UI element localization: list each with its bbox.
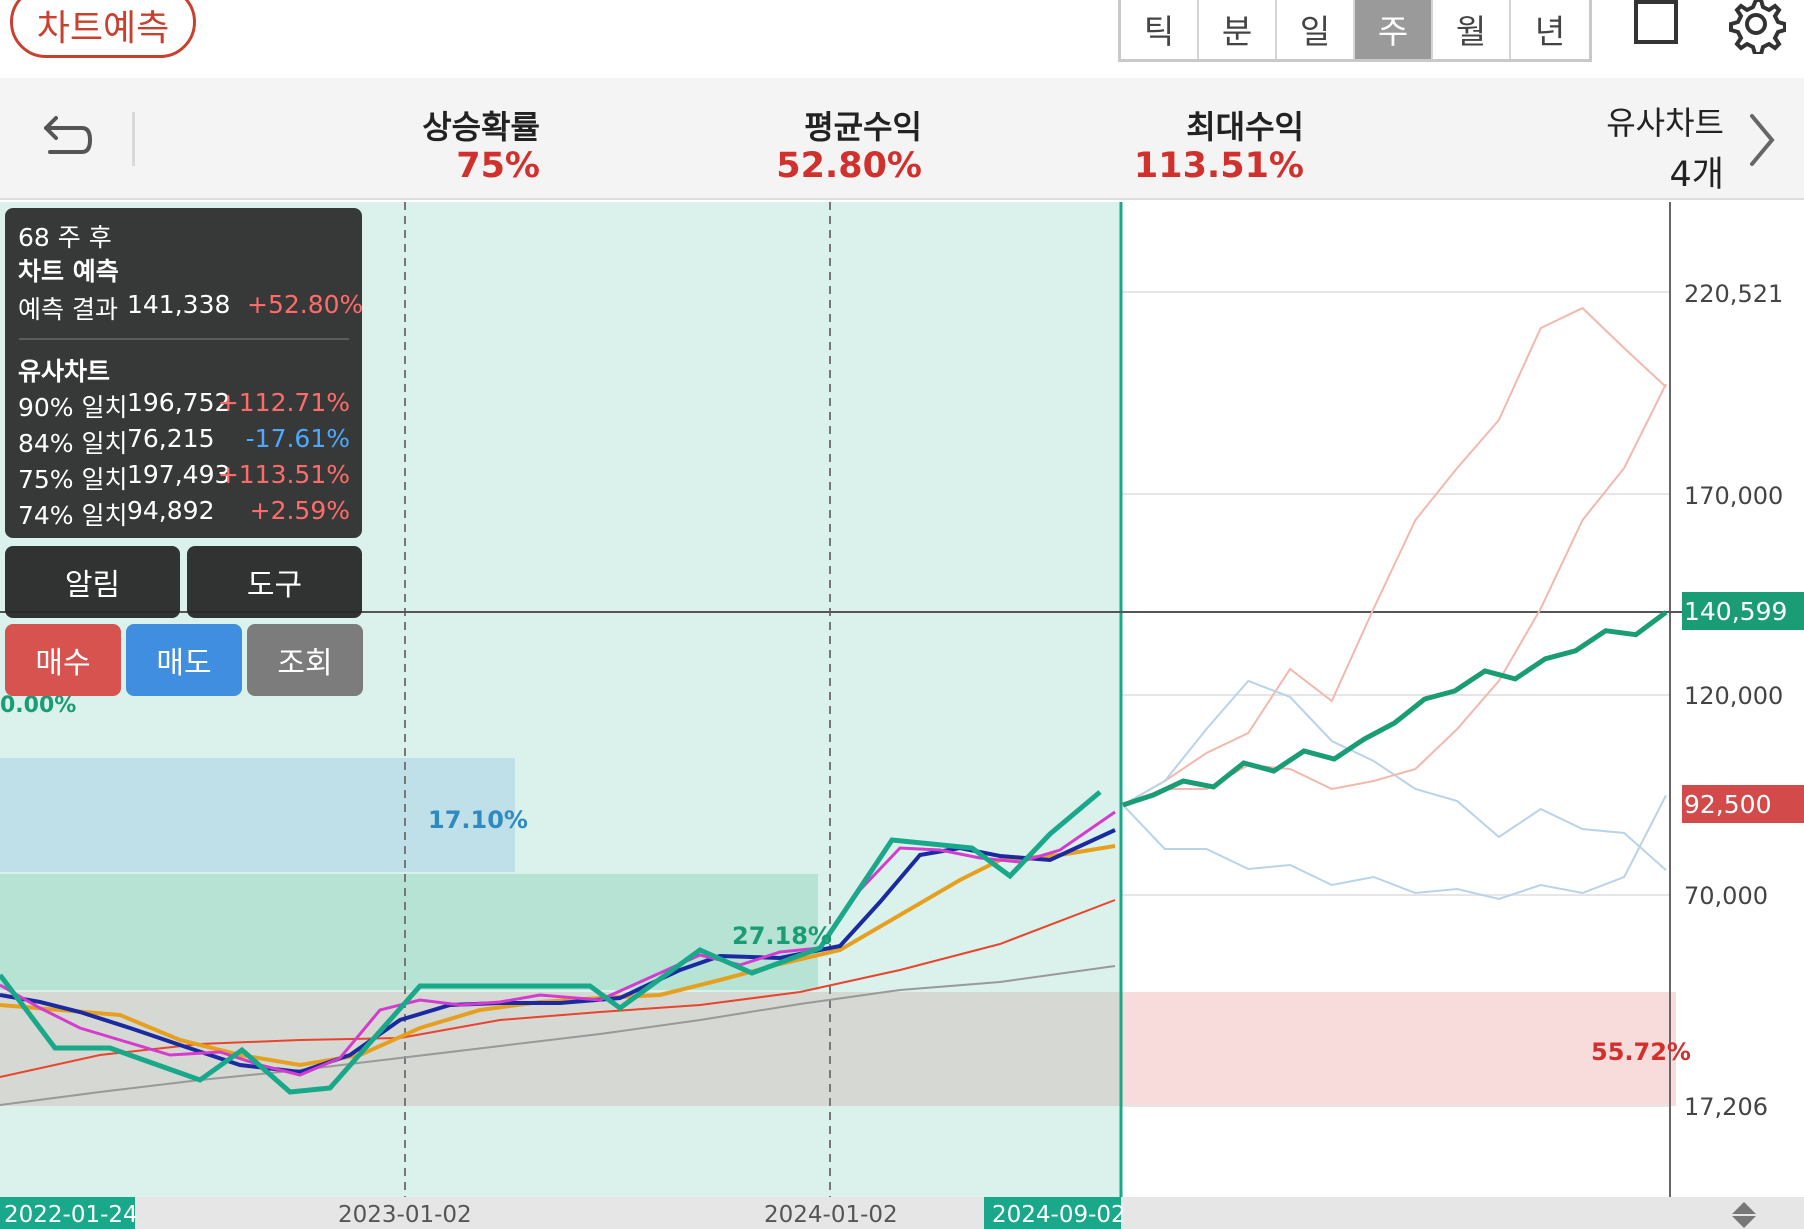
tab-week[interactable]: 주 [1355, 0, 1433, 59]
zone-label-green: 27.18% [732, 922, 832, 950]
rise-probability-value: 75% [456, 146, 540, 186]
similar-row-match: 90% 일치 [18, 393, 128, 422]
panel-result-change: +52.80% [247, 290, 364, 319]
undo-icon[interactable] [36, 110, 96, 170]
panel-title: 차트 예측 [18, 257, 119, 286]
sell-button[interactable]: 매도 [126, 624, 242, 696]
top-bar [0, 0, 1804, 75]
avg-return-label: 평균수익 [804, 108, 922, 146]
similar-series-line [1122, 306, 1667, 806]
axis-resize-icon[interactable] [1732, 1202, 1756, 1228]
panel-period: 68 주 후 [18, 223, 112, 252]
zone-box-red [1121, 992, 1676, 1106]
rise-probability-label: 상승확률 [422, 108, 540, 146]
predicted-price-label: 140,599 [1684, 597, 1787, 626]
similar-row-match: 74% 일치 [18, 501, 128, 530]
chevron-right-icon[interactable] [1742, 108, 1782, 172]
tab-day[interactable]: 일 [1277, 0, 1355, 59]
tab-month[interactable]: 월 [1433, 0, 1511, 59]
y-tick: 120,000 [1684, 682, 1783, 710]
predicted-price-badge [1682, 592, 1804, 630]
period-tabs: 틱 분 일 주 월 년 [1118, 0, 1592, 62]
avg-return-value: 52.80% [776, 146, 922, 186]
similar-row-change: +113.51% [217, 460, 350, 489]
zone-label-blue: 17.10% [428, 806, 528, 834]
tab-minute[interactable]: 분 [1199, 0, 1277, 59]
current-price-label: 92,500 [1684, 790, 1771, 819]
zone-label-red: 55.72% [1591, 1038, 1691, 1066]
y-tick: 170,000 [1684, 482, 1783, 510]
ma-120-line [0, 965, 1116, 1106]
similar-row-price: 197,493 [127, 460, 231, 489]
zone-box-gray [0, 992, 1121, 1106]
y-axis-band [1670, 202, 1804, 1197]
similar-chart-label[interactable]: 유사차트 [1606, 104, 1724, 142]
ma-10-line [0, 828, 1116, 1075]
similar-series-line [1122, 794, 1667, 901]
ma-20-line [0, 844, 1116, 1068]
stats-bar [0, 78, 1804, 200]
similar-row-price: 94,892 [127, 496, 215, 525]
x-label-start-badge [0, 1197, 135, 1229]
panel-result-label: 예측 결과 [18, 295, 118, 324]
ma-5-line [0, 810, 1116, 1077]
x-axis-band [0, 1197, 1804, 1229]
gear-icon[interactable] [1726, 0, 1786, 54]
tab-year[interactable]: 년 [1534, 12, 1566, 51]
zone-box-green [0, 874, 818, 990]
y-tick: 17,206 [1684, 1093, 1768, 1121]
x-label-2023: 2023-01-02 [338, 1202, 472, 1228]
stats-divider [132, 112, 135, 166]
pattern-line [0, 790, 1102, 1095]
buy-button[interactable]: 매수 [5, 624, 121, 696]
panel-similar-title: 유사차트 [18, 357, 111, 386]
y-tick: 220,521 [1684, 280, 1783, 308]
similar-row-price: 196,752 [127, 388, 231, 417]
similar-row-match: 84% 일치 [18, 429, 128, 458]
similar-chart-count[interactable]: 4개 [1669, 155, 1724, 195]
similar-row-price: 76,215 [127, 424, 215, 453]
alert-button[interactable]: 알림 [5, 546, 180, 618]
chart-forecast-button[interactable]: 차트예측 [10, 0, 196, 58]
forecast-line [1122, 610, 1668, 808]
x-label-end: 2024-09-02 [992, 1202, 1126, 1228]
zone-label-hidden: 0.00% [0, 693, 76, 718]
x-label-end-badge [984, 1197, 1121, 1229]
x-label-start: 2022-01-24 [4, 1202, 138, 1228]
query-button[interactable]: 조회 [247, 624, 363, 696]
similar-row-change: -17.61% [245, 424, 350, 453]
fullscreen-square-icon[interactable] [1634, 0, 1678, 44]
forecast-series-line [1122, 610, 1668, 808]
y-tick: 70,000 [1684, 882, 1768, 910]
current-price-badge [1682, 785, 1804, 823]
max-return-value: 113.51% [1133, 146, 1304, 186]
forecast-info-panel: 68 주 후 차트 예측 예측 결과 141,338 +52.80% 유사차트 … [5, 208, 364, 538]
similar-row-change: +112.71% [217, 388, 350, 417]
tool-button[interactable]: 도구 [187, 546, 362, 618]
x-label-2024: 2024-01-02 [764, 1202, 898, 1228]
gridlines [1121, 291, 1670, 1107]
panel-result-price: 141,338 [127, 290, 231, 319]
price-chart[interactable]: 17.10% 27.18% 55.72% 0.00% 220,521 170,0… [0, 202, 1804, 1229]
similar-row-match: 75% 일치 [18, 465, 128, 494]
similar-row-change: +2.59% [249, 496, 350, 525]
tab-tick[interactable]: 틱 [1121, 0, 1199, 59]
max-return-label: 최대수익 [1186, 108, 1304, 146]
panel-divider [19, 338, 349, 340]
zone-box-blue [0, 758, 515, 872]
